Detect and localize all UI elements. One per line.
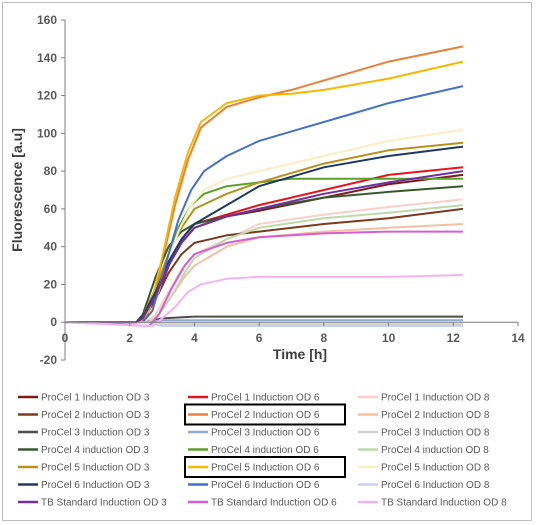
legend-entry: ProCel 6 Induction OD 3: [41, 480, 150, 491]
chart-frame: [2, 2, 532, 521]
y-tick-label: 100: [37, 126, 57, 140]
y-tick-label: 160: [37, 13, 57, 27]
legend: ProCel 1 Induction OD 3 ProCel 1 Inductio…: [18, 393, 507, 509]
x-tick-label: 2: [126, 331, 133, 345]
legend-entry: TB Standard Induction OD 3: [41, 498, 167, 509]
x-tick-label: 6: [256, 331, 263, 345]
legend-entry: ProCel 6 Induction OD 6: [211, 480, 320, 491]
legend-entry: ProCel 2 Induction OD 6: [211, 410, 320, 421]
y-tick-label: 20: [44, 277, 58, 291]
legend-entry: TB Standard Induction OD 8: [381, 498, 507, 509]
legend-entry: TB Standard Induction OD 6: [211, 498, 337, 509]
x-tick-label: 4: [191, 331, 198, 345]
legend-entry: ProCel 5 Induction OD 6: [211, 463, 320, 474]
series-line: [65, 170, 464, 324]
x-tick-labels: 0 2 4 6 8 10 12 14: [62, 322, 525, 345]
legend-entry: ProCel 4 induction OD 8: [381, 445, 489, 456]
y-tick-label: 120: [37, 89, 57, 103]
series-line: [65, 60, 464, 324]
legend-entry: ProCel 6 Induction OD 8: [381, 480, 490, 491]
legend-entry: ProCel 1 Induction OD 6: [211, 393, 320, 404]
series-line: [65, 85, 464, 324]
series-line: [65, 207, 464, 324]
plot-lines: [64, 45, 464, 327]
series-line: [65, 173, 464, 324]
y-tick-label: -20: [40, 353, 58, 367]
series-line: [65, 223, 464, 324]
series-line: [65, 198, 464, 324]
series-line: [64, 274, 464, 327]
axes: [64, 20, 518, 360]
y-tick-label: 80: [44, 164, 58, 178]
series-line: [65, 177, 463, 324]
series-line: [65, 185, 464, 324]
legend-entry: ProCel 2 Induction OD 8: [381, 410, 490, 421]
y-tick-label: 140: [37, 51, 57, 65]
x-axis-label: Time [h]: [273, 346, 327, 362]
legend-entry: ProCel 5 Induction OD 3: [41, 463, 150, 474]
series-line: [65, 321, 463, 327]
legend-entry: ProCel 2 Induction OD 3: [41, 410, 150, 421]
legend-entry: ProCel 3 Induction OD 8: [381, 428, 490, 439]
legend-entry: ProCel 5 Induction OD 8: [381, 463, 490, 474]
y-tick-label: 40: [44, 240, 58, 254]
x-tick-label: 12: [447, 331, 461, 345]
y-tick-label: 0: [50, 315, 57, 329]
legend-entry: ProCel 1 Induction OD 3: [41, 393, 150, 404]
legend-entry: ProCel 1 Induction OD 8: [381, 393, 490, 404]
legend-highlight-box: [184, 456, 346, 478]
y-tick-label: 60: [44, 202, 58, 216]
legend-entry: ProCel 3 Induction OD 6: [211, 428, 320, 439]
x-tick-label: 0: [62, 331, 69, 345]
legend-entry: ProCel 3 Induction OD 3: [41, 428, 150, 439]
legend-entry: ProCel 4 induction OD 6: [211, 445, 319, 456]
x-tick-label: 8: [321, 331, 328, 345]
series-line: [64, 230, 463, 327]
legend-entry: ProCel 4 induction OD 3: [41, 445, 149, 456]
y-tick-labels: -20 0 20 40 60 80 100 120 140 160: [37, 13, 65, 367]
series-line: [65, 145, 464, 324]
legend-highlight-box: [184, 403, 346, 426]
y-axis-label: Fluorescence [a.u]: [9, 128, 25, 252]
x-tick-label: 14: [511, 331, 525, 345]
x-tick-label: 10: [382, 331, 396, 345]
series-line: [65, 128, 464, 324]
